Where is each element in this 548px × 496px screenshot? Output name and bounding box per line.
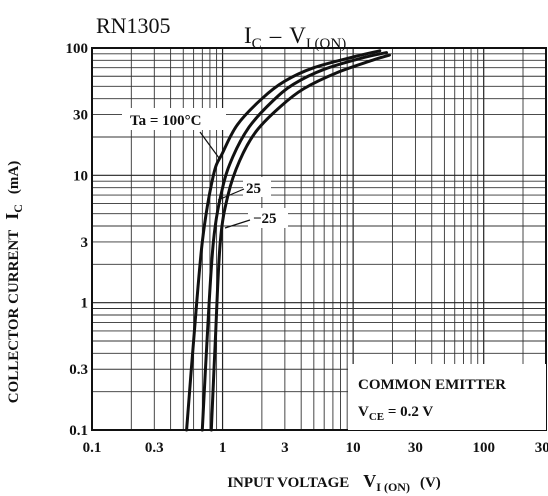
x-tick-label: 300 [535,440,548,456]
y-tick-label: 0.1 [69,423,88,439]
x-tick-labels: 0.1 0.3 1 3 10 30 100 300 [83,440,548,456]
series-line-2 [209,53,391,432]
series-line-1 [200,51,388,432]
annotation-common-emitter: COMMON EMITTER [358,377,506,393]
series-label-25: 25 [246,181,261,197]
x-tick-label: 1 [219,440,227,456]
annotation-box [348,364,546,430]
label-bg-neg25 [248,208,288,228]
leader-25 [217,188,245,201]
y-tick-label: 3 [81,235,89,251]
x-tick-label: 100 [472,440,495,456]
y-tick-label: 10 [73,168,88,184]
series-label-neg25: −25 [253,211,277,227]
y-tick-label: 30 [73,108,88,124]
y-tick-label: 1 [81,296,89,312]
x-tick-label: 10 [346,440,361,456]
y-tick-labels: 0.1 0.3 1 3 10 30 100 [66,41,89,439]
series-line-0 [185,49,382,432]
y-tick-label: 100 [66,41,89,57]
series-label-100c: Ta = 100°C [130,113,202,129]
y-tick-label: 0.3 [69,362,88,378]
leader-neg25 [224,219,251,229]
x-tick-label: 3 [281,440,289,456]
annotation-vce: VCE = 0.2 V [358,404,433,423]
label-bg-25 [243,177,271,197]
x-tick-label: 0.3 [145,440,164,456]
x-tick-label: 30 [408,440,423,456]
leader-100c [199,131,220,159]
label-bg-100 [122,108,226,130]
x-axis-label: INPUT VOLTAGE VI (ON) (V) [227,471,441,494]
y-axis-label: COLLECTOR CURRENTIC(mA) [2,161,25,404]
curves [185,49,391,432]
x-tick-label: 0.1 [83,440,102,456]
plot-frame [91,47,547,431]
part-number: RN1305 [96,13,171,38]
